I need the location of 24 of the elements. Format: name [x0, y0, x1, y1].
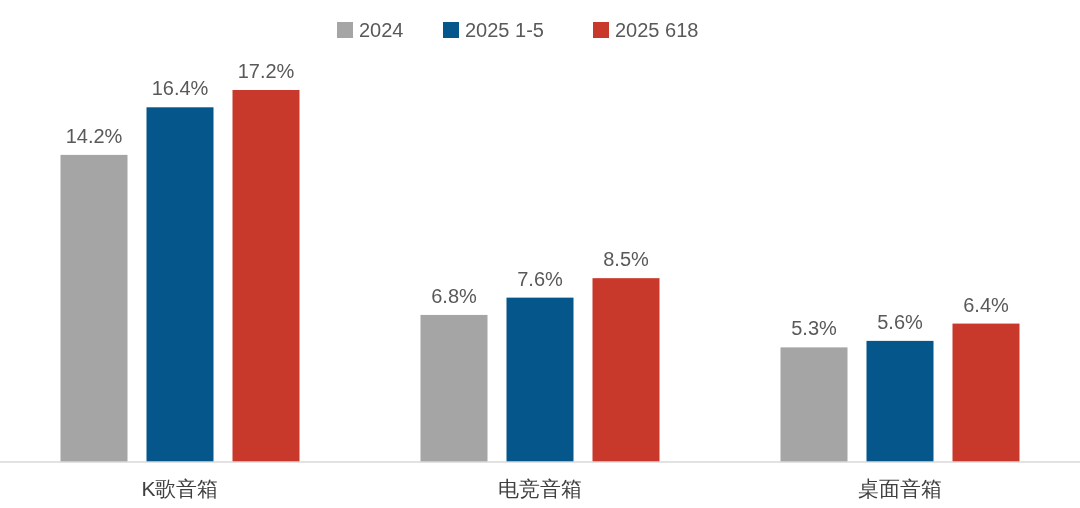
bar	[506, 297, 574, 462]
bar	[866, 340, 934, 462]
legend-label: 2025 618	[615, 19, 699, 41]
data-label: 16.4%	[151, 77, 209, 100]
x-tick-label: 桌面音箱	[858, 477, 942, 500]
bar	[232, 90, 300, 462]
data-label: 5.3%	[791, 317, 838, 340]
bar	[780, 347, 848, 462]
data-label: 14.2%	[65, 124, 123, 147]
data-label: 8.5%	[603, 248, 650, 271]
data-label: 17.2%	[237, 60, 295, 82]
bar	[952, 323, 1020, 462]
data-label: 7.6%	[517, 267, 564, 290]
legend-label: 2025 1-5	[465, 19, 544, 41]
data-label: 5.6%	[877, 310, 924, 333]
data-label: 6.4%	[963, 293, 1010, 316]
data-label: 6.8%	[431, 284, 478, 307]
bar	[420, 314, 488, 462]
bar	[146, 107, 214, 462]
x-tick-label: 电竞音箱	[498, 477, 582, 500]
x-tick-label: K歌音箱	[141, 477, 219, 500]
legend-label: 2024	[359, 19, 404, 41]
bar	[60, 154, 128, 462]
bar	[592, 278, 660, 462]
